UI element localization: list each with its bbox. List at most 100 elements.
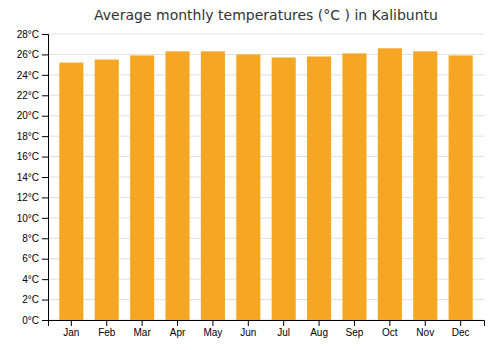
y-tick-mark (42, 279, 48, 280)
bar (236, 54, 260, 320)
x-tick-label: Aug (310, 327, 328, 338)
y-tick-mark (42, 300, 48, 301)
y-tick-mark (42, 136, 48, 137)
bar (130, 55, 154, 320)
bar (95, 60, 119, 320)
y-tick: 22°C (17, 90, 48, 101)
y-tick-mark (42, 218, 48, 219)
bar (59, 63, 83, 320)
y-tick-label: 16°C (17, 151, 39, 162)
y-axis-line (42, 35, 49, 321)
x-tick: Nov (416, 320, 434, 338)
y-tick-label: 18°C (17, 131, 39, 142)
bar (449, 55, 473, 320)
x-tick-mark (71, 320, 72, 326)
grid (48, 34, 484, 320)
x-tick-mark (354, 320, 355, 326)
x-tick: Jan (63, 320, 79, 338)
x-tick-mark (460, 320, 461, 326)
y-tick-label: 0°C (22, 315, 39, 326)
y-tick: 20°C (17, 110, 48, 121)
y-tick-label: 8°C (22, 233, 39, 244)
x-tick-mark (106, 320, 107, 326)
y-tick-label: 12°C (17, 192, 39, 203)
y-tick-mark (42, 157, 48, 158)
x-tick-label: Jul (277, 327, 290, 338)
x-tick-label: Oct (382, 327, 398, 338)
y-tick-label: 10°C (17, 213, 39, 224)
x-tick-mark (177, 320, 178, 326)
bar (201, 51, 225, 320)
y-tick-mark (42, 177, 48, 178)
y-tick: 2°C (22, 294, 48, 305)
x-tick-label: Feb (98, 327, 116, 338)
y-tick-mark (42, 259, 48, 260)
y-tick-mark (42, 34, 48, 35)
x-tick-label: Sep (346, 327, 364, 338)
y-tick-mark (42, 320, 48, 321)
bar (165, 51, 189, 320)
y-tick: 0°C (22, 315, 48, 326)
y-tick: 8°C (22, 233, 48, 244)
x-tick: Apr (170, 320, 186, 338)
y-tick-mark (42, 95, 48, 96)
x-tick: Jun (240, 320, 256, 338)
bar (342, 53, 366, 320)
y-axis: 0°C 2°C 4°C 6°C 8°C 10°C 12°C 14°C 16°C 18°C 20°C 2… (17, 29, 49, 326)
y-tick: 18°C (17, 131, 48, 142)
x-tick-label: Dec (452, 327, 470, 338)
x-tick-mark (248, 320, 249, 326)
x-tick: Mar (134, 320, 152, 338)
y-tick: 12°C (17, 192, 48, 203)
x-tick: May (203, 320, 222, 338)
x-axis-line (49, 321, 485, 327)
x-tick-mark (425, 320, 426, 326)
y-tick: 26°C (17, 49, 48, 60)
plot-area (59, 48, 472, 320)
y-tick: 28°C (17, 29, 48, 40)
grid-line (48, 34, 484, 35)
y-tick-label: 2°C (22, 294, 39, 305)
bar (413, 51, 437, 320)
y-tick-label: 14°C (17, 172, 39, 183)
x-tick: Aug (310, 320, 328, 338)
x-tick-mark (212, 320, 213, 326)
x-tick-label: Jun (240, 327, 256, 338)
x-tick: Sep (346, 320, 364, 338)
y-tick-label: 24°C (17, 70, 39, 81)
y-tick-label: 20°C (17, 110, 39, 121)
x-tick-label: Nov (416, 327, 434, 338)
y-tick-mark (42, 238, 48, 239)
chart-svg: 0°C 2°C 4°C 6°C 8°C 10°C 12°C 14°C 16°C 18°C 20°C 2… (0, 0, 500, 350)
x-tick: Feb (98, 320, 116, 338)
y-tick: 6°C (22, 253, 48, 264)
x-tick-mark (319, 320, 320, 326)
y-tick: 10°C (17, 213, 48, 224)
y-tick-label: 28°C (17, 29, 39, 40)
x-tick-label: Jan (63, 327, 79, 338)
x-tick-mark (142, 320, 143, 326)
title: Average monthly temperatures (°C ) in Ka… (94, 7, 438, 23)
y-tick-label: 22°C (17, 90, 39, 101)
y-tick: 24°C (17, 70, 48, 81)
bar (378, 48, 402, 320)
x-tick-label: May (203, 327, 222, 338)
x-axis: Jan Feb Mar Apr May Jun Jul Aug Sep Oct Nov Dec (49, 320, 485, 338)
y-tick: 14°C (17, 172, 48, 183)
y-tick: 4°C (22, 274, 48, 285)
x-tick: Jul (277, 320, 290, 338)
x-tick-label: Mar (134, 327, 152, 338)
x-tick: Dec (452, 320, 470, 338)
y-tick-mark (42, 197, 48, 198)
y-tick-label: 6°C (22, 253, 39, 264)
y-tick-mark (42, 116, 48, 117)
x-tick-label: Apr (170, 327, 186, 338)
y-tick-mark (42, 54, 48, 55)
x-tick-mark (389, 320, 390, 326)
bar (272, 57, 296, 320)
y-tick: 16°C (17, 151, 48, 162)
y-tick-mark (42, 75, 48, 76)
bar (307, 56, 331, 320)
x-tick: Oct (382, 320, 398, 338)
y-tick-label: 4°C (22, 274, 39, 285)
